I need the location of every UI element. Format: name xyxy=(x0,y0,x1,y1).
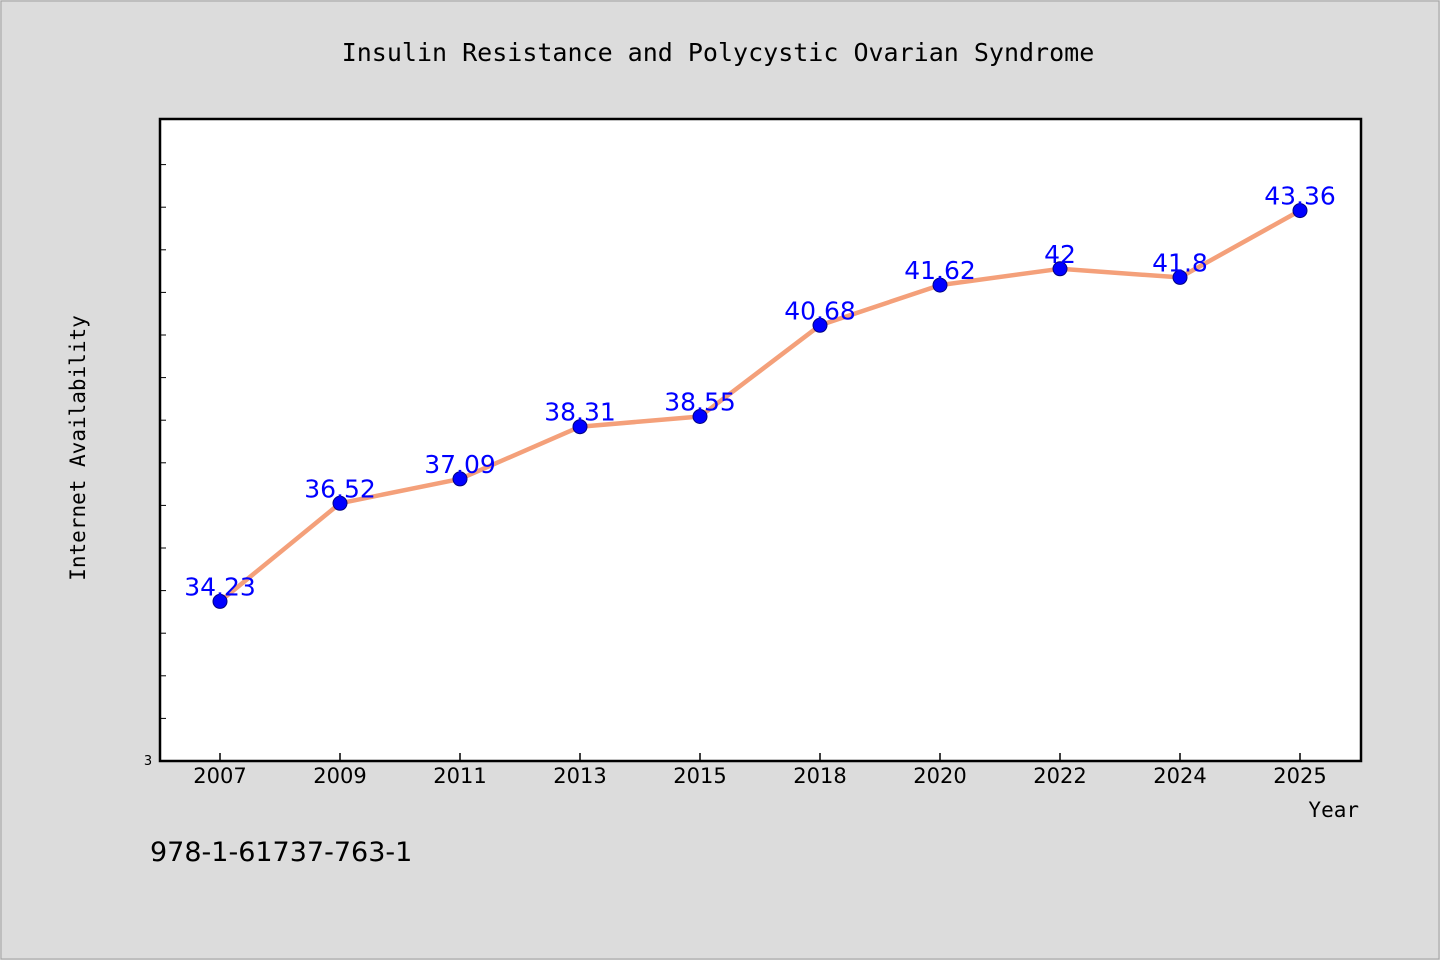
data-point xyxy=(1052,261,1068,277)
data-point xyxy=(1172,269,1188,285)
x-tick-label: 2018 xyxy=(793,764,846,788)
x-tick-label: 2022 xyxy=(1033,764,1086,788)
data-point xyxy=(812,317,828,333)
data-point xyxy=(572,419,588,435)
y-axis-min-label: 3 xyxy=(144,754,152,769)
data-label: 41.62 xyxy=(904,256,976,285)
data-label: 38.31 xyxy=(544,398,616,427)
x-axis-label: Year xyxy=(1308,798,1359,822)
x-tick-label: 2020 xyxy=(913,764,966,788)
data-point xyxy=(332,495,348,511)
plot-area xyxy=(158,117,1363,763)
series-line xyxy=(217,208,1303,604)
data-point xyxy=(212,593,228,609)
data-labels: 34.23 36.52 37.09 38.31 38.55 40.68 41.62 42 41.… xyxy=(184,182,1336,602)
x-tick-label: 2025 xyxy=(1273,764,1326,788)
data-label: 36.52 xyxy=(304,474,376,503)
x-axis-ticks: 2007 2009 2011 2013 2015 2018 2020 2022 2024 2025 xyxy=(193,753,1327,788)
data-label: 38.55 xyxy=(664,388,736,417)
x-tick-label: 2015 xyxy=(673,764,726,788)
x-tick-label: 2009 xyxy=(313,764,366,788)
data-label: 43.36 xyxy=(1264,182,1336,211)
data-point xyxy=(692,409,708,424)
data-label: 37.09 xyxy=(424,450,496,479)
caption-text: 978-1-61737-763-1 xyxy=(150,837,412,868)
chart-title: Insulin Resistance and Polycystic Ovaria… xyxy=(342,38,1095,67)
data-label: 40.68 xyxy=(784,296,856,325)
data-point xyxy=(932,277,948,293)
data-label: 34.23 xyxy=(184,572,256,601)
data-markers xyxy=(212,203,1308,609)
data-point xyxy=(452,471,468,487)
y-axis-ticks xyxy=(160,164,166,762)
x-tick-label: 2007 xyxy=(193,764,246,788)
data-label: 41.8 xyxy=(1152,248,1208,277)
data-label: 42 xyxy=(1044,240,1076,269)
data-point xyxy=(1292,203,1308,219)
x-tick-label: 2013 xyxy=(553,764,606,788)
x-tick-label: 2024 xyxy=(1153,764,1206,788)
x-tick-label: 2011 xyxy=(433,764,486,788)
y-axis-label: Internet Availability xyxy=(66,315,90,581)
